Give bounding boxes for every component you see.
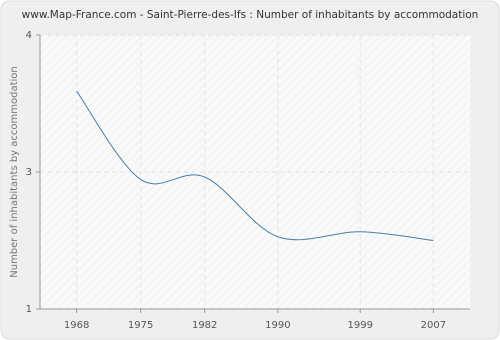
x-tick-label: 1975: [128, 320, 153, 331]
y-axis-label: Number of inhabitants by accommodation: [9, 66, 20, 278]
x-tick-label: 1999: [347, 320, 372, 331]
y-tick-label: 3: [26, 167, 32, 178]
x-tick-label: 1982: [192, 320, 217, 331]
data-line: [76, 90, 434, 241]
x-tick-label: 1990: [265, 320, 290, 331]
y-tick-label: 1: [26, 304, 32, 315]
x-tick-label: 2007: [421, 320, 446, 331]
chart-title: www.Map-France.com - Saint-Pierre-des-If…: [22, 9, 479, 21]
plot-area: [40, 35, 470, 309]
x-tick-label: 1968: [64, 320, 89, 331]
y-tick-label: 4: [26, 30, 32, 41]
